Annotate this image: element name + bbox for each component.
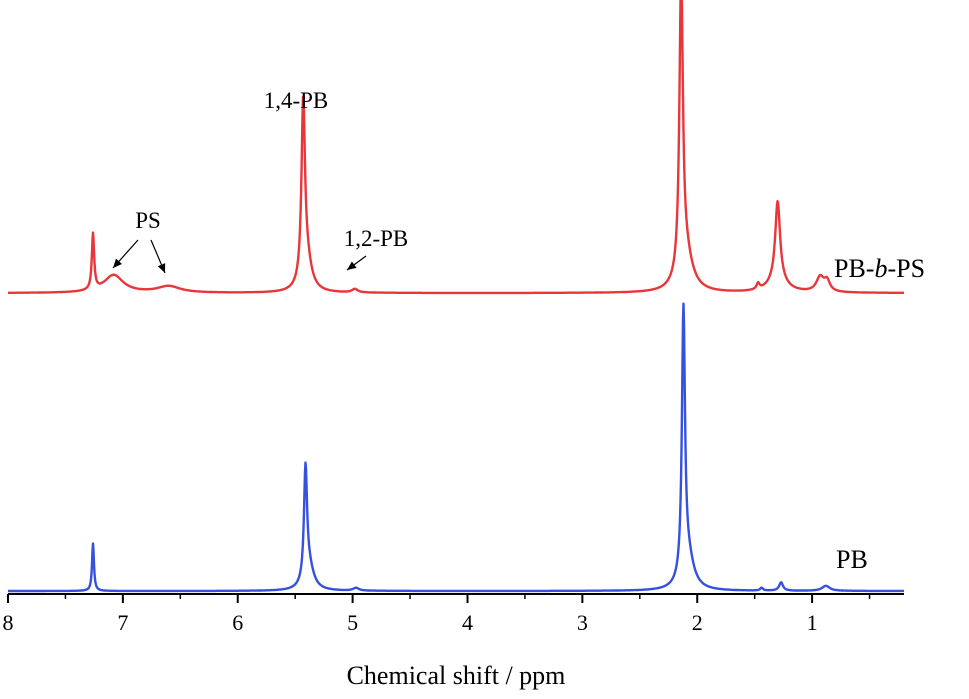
annotation-arrow-head <box>113 258 122 268</box>
annotation-1-4-pb: 1,4-PB <box>264 88 329 113</box>
annotation-arrow-head <box>157 263 166 273</box>
x-tick-label: 8 <box>3 610 14 635</box>
x-axis-title: Chemical shift / ppm <box>347 661 566 690</box>
series-line-pb <box>7 302 905 593</box>
x-tick-label: 4 <box>462 610 473 635</box>
annotation-arrows <box>112 239 367 274</box>
annotation-arrow-head <box>347 261 357 270</box>
x-axis-ticks: 8 7 6 5 4 3 2 1 <box>3 594 871 635</box>
annotation-1-2-pb: 1,2-PB <box>344 226 409 251</box>
x-tick-label: 5 <box>347 610 358 635</box>
series-line-pb-b-ps <box>7 0 905 295</box>
series-label-pb-b-ps: PB-b-PS <box>834 254 925 283</box>
series-label-pb: PB <box>836 545 868 574</box>
x-tick-label: 6 <box>232 610 243 635</box>
x-tick-label: 7 <box>117 610 128 635</box>
annotation-ps: PS <box>135 208 161 233</box>
x-tick-label: 3 <box>577 610 588 635</box>
x-tick-label: 1 <box>807 610 818 635</box>
x-tick-label: 2 <box>692 610 703 635</box>
